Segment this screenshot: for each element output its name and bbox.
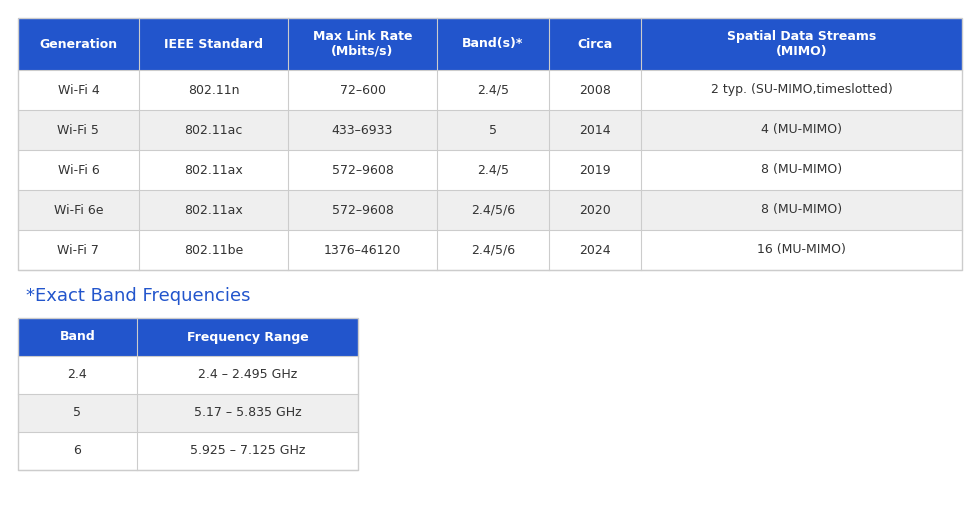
Text: *Exact Band Frequencies: *Exact Band Frequencies (26, 287, 251, 305)
Bar (18, 18, 962, 70)
Text: 433–6933: 433–6933 (332, 123, 393, 137)
Text: IEEE Standard: IEEE Standard (164, 37, 263, 50)
Text: Max Link Rate
(Mbits/s): Max Link Rate (Mbits/s) (313, 30, 413, 58)
Text: 802.11ac: 802.11ac (184, 123, 243, 137)
Bar (18, 230, 962, 270)
Text: 2.4: 2.4 (68, 368, 87, 381)
Text: 6: 6 (74, 444, 81, 457)
Text: 802.11n: 802.11n (187, 83, 239, 96)
Text: Spatial Data Streams
(MIMO): Spatial Data Streams (MIMO) (727, 30, 876, 58)
Text: 2.4 – 2.495 GHz: 2.4 – 2.495 GHz (198, 368, 297, 381)
Bar (18, 432, 358, 470)
Text: 8 (MU-MIMO): 8 (MU-MIMO) (760, 204, 842, 217)
Text: 2014: 2014 (579, 123, 611, 137)
Bar (18, 18, 962, 270)
Text: 5.17 – 5.835 GHz: 5.17 – 5.835 GHz (194, 407, 301, 420)
Text: 802.11ax: 802.11ax (184, 204, 243, 217)
Bar (18, 70, 962, 110)
Text: Generation: Generation (39, 37, 118, 50)
Text: Wi-Fi 6e: Wi-Fi 6e (54, 204, 103, 217)
Text: 5: 5 (74, 407, 81, 420)
Text: 8 (MU-MIMO): 8 (MU-MIMO) (760, 164, 842, 177)
Text: 2020: 2020 (579, 204, 611, 217)
Text: 5: 5 (489, 123, 497, 137)
Text: Band: Band (60, 330, 95, 343)
Bar (18, 394, 358, 432)
Bar (18, 110, 962, 150)
Text: Band(s)*: Band(s)* (463, 37, 523, 50)
Text: 16 (MU-MIMO): 16 (MU-MIMO) (758, 243, 846, 256)
Text: Wi-Fi 4: Wi-Fi 4 (58, 83, 99, 96)
Text: 802.11ax: 802.11ax (184, 164, 243, 177)
Text: 2019: 2019 (579, 164, 611, 177)
Text: 2 typ. (SU-MIMO,timeslotted): 2 typ. (SU-MIMO,timeslotted) (710, 83, 893, 96)
Text: 2.4/5: 2.4/5 (477, 164, 509, 177)
Text: 2008: 2008 (579, 83, 611, 96)
Text: Circa: Circa (577, 37, 612, 50)
Text: 72–600: 72–600 (339, 83, 385, 96)
Text: Frequency Range: Frequency Range (186, 330, 309, 343)
Text: 2.4/5/6: 2.4/5/6 (470, 204, 514, 217)
Bar (18, 318, 358, 356)
Text: 572–9608: 572–9608 (331, 164, 394, 177)
Bar (18, 356, 358, 394)
Text: 1376–46120: 1376–46120 (323, 243, 401, 256)
Text: 4 (MU-MIMO): 4 (MU-MIMO) (761, 123, 842, 137)
Text: Wi-Fi 5: Wi-Fi 5 (58, 123, 99, 137)
Text: 5.925 – 7.125 GHz: 5.925 – 7.125 GHz (190, 444, 305, 457)
Text: 802.11be: 802.11be (184, 243, 243, 256)
Text: 572–9608: 572–9608 (331, 204, 394, 217)
Text: Wi-Fi 7: Wi-Fi 7 (58, 243, 99, 256)
Bar (18, 150, 962, 190)
Bar (18, 318, 358, 470)
Text: 2.4/5/6: 2.4/5/6 (470, 243, 514, 256)
Text: Wi-Fi 6: Wi-Fi 6 (58, 164, 99, 177)
Text: 2024: 2024 (579, 243, 611, 256)
Text: 2.4/5: 2.4/5 (477, 83, 509, 96)
Bar (18, 190, 962, 230)
